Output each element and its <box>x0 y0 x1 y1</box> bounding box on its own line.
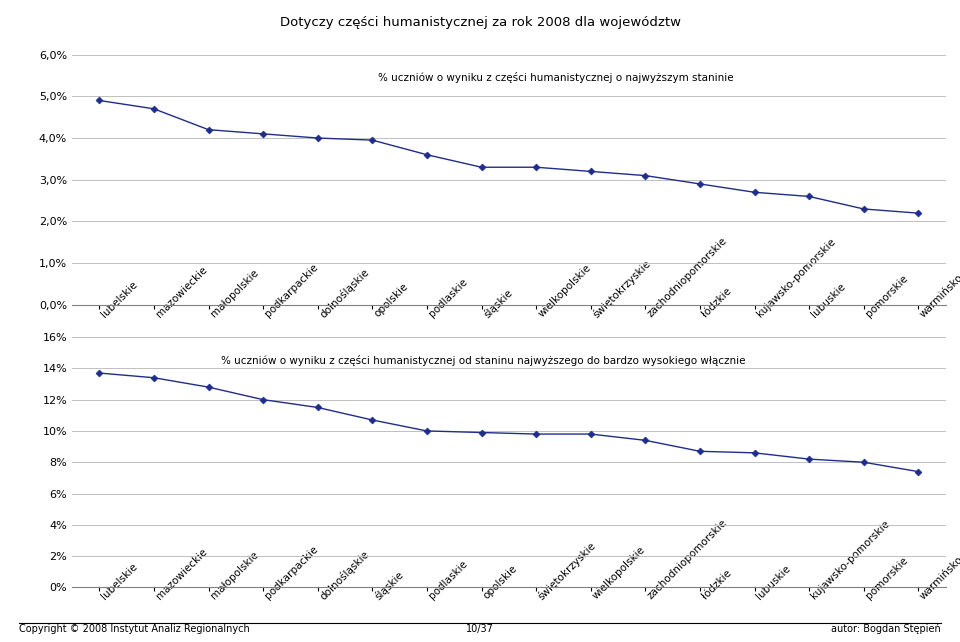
Text: Dotyczy części humanistycznej za rok 2008 dla województw: Dotyczy części humanistycznej za rok 200… <box>279 16 681 29</box>
Text: % uczniów o wyniku z części humanistycznej o najwyższym staninie: % uczniów o wyniku z części humanistyczn… <box>377 72 733 83</box>
Text: 10/37: 10/37 <box>466 624 494 634</box>
Text: autor: Bogdan Stępień: autor: Bogdan Stępień <box>831 624 941 634</box>
Text: Copyright © 2008 Instytut Analiz Regionalnych: Copyright © 2008 Instytut Analiz Regiona… <box>19 624 250 634</box>
Text: % uczniów o wyniku z części humanistycznej od staninu najwyższego do bardzo wyso: % uczniów o wyniku z części humanistyczn… <box>221 354 745 365</box>
